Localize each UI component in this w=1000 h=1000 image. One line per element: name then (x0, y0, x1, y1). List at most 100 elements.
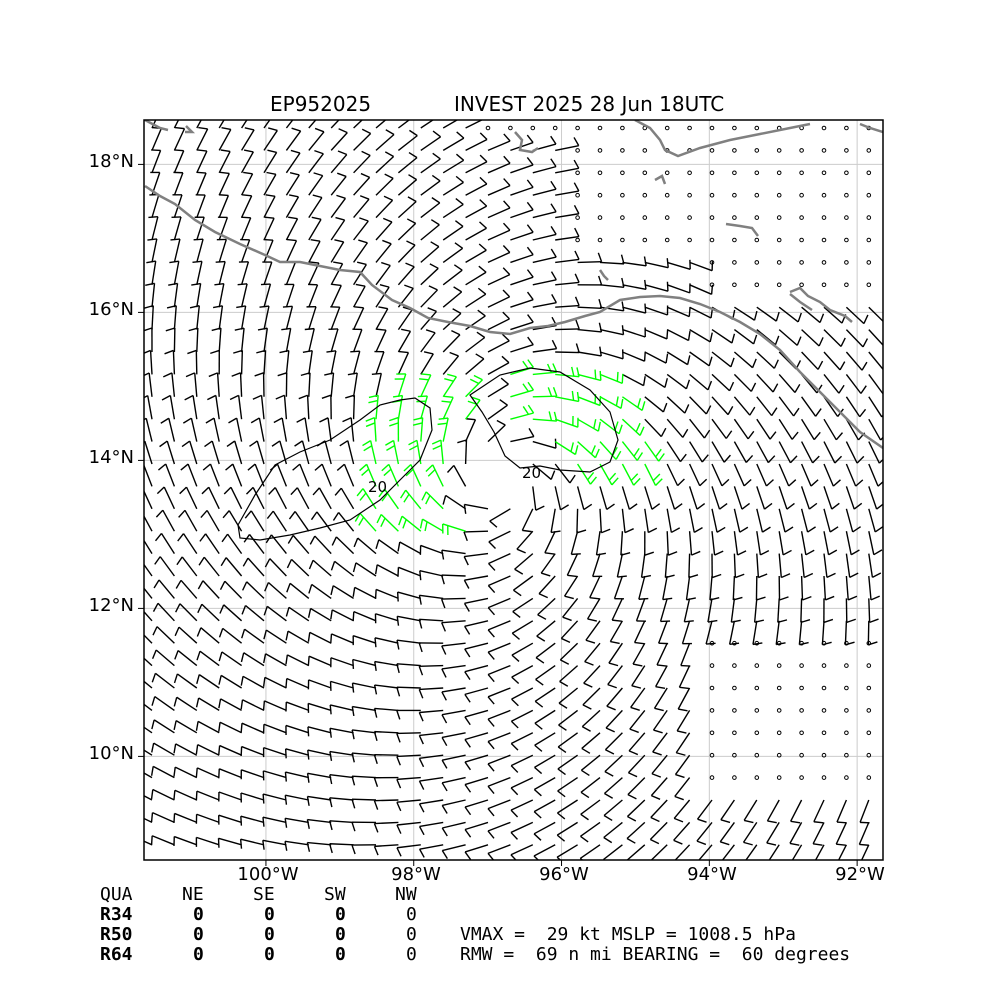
wind-barb (218, 149, 231, 174)
wind-barb (329, 704, 354, 715)
wind-barb (152, 626, 175, 644)
wind-barb (375, 195, 394, 219)
wind-barb (465, 132, 488, 152)
calm-marker (709, 685, 715, 691)
calm-marker (709, 730, 715, 736)
wind-barb (292, 463, 310, 487)
wind-barb (581, 709, 601, 732)
wind-barb (595, 531, 607, 556)
wind-barb (589, 575, 601, 600)
wind-barb (173, 171, 184, 196)
wind-barb (217, 837, 242, 848)
calm-marker (732, 775, 737, 780)
calm-marker (866, 775, 872, 780)
wind-barb (859, 799, 870, 824)
wind-barb (151, 696, 175, 711)
wind-barb (576, 486, 593, 511)
wind-barb (605, 709, 623, 733)
wind-barb (211, 327, 222, 353)
wind-barb-high (419, 518, 444, 532)
wind-barb (464, 754, 489, 771)
wind-barb (262, 793, 287, 804)
wind-barb (778, 486, 795, 510)
wind-barb (196, 674, 220, 689)
wind-barb (555, 319, 580, 331)
wind-barb-high (412, 416, 424, 442)
wind-barb (608, 642, 623, 667)
calm-marker (799, 663, 804, 668)
wind-barb (868, 396, 883, 418)
wind-barb (287, 534, 310, 555)
wind-barb (218, 768, 242, 779)
calm-marker (732, 730, 737, 736)
wind-barb (868, 329, 883, 347)
calm-marker (620, 125, 625, 131)
wind-barb (374, 588, 399, 600)
qua-row-r64-label: R64 (100, 944, 133, 965)
wind-barb (284, 817, 309, 828)
wind-barb (262, 261, 273, 286)
wind-barb (464, 844, 489, 860)
wind-barb (418, 594, 444, 605)
wind-barb (312, 487, 332, 510)
wind-barb (418, 844, 444, 858)
wind-barb (487, 709, 511, 727)
high-wind-barbs (354, 359, 665, 536)
wind-barb (277, 372, 288, 397)
wind-barb (241, 120, 248, 129)
wind-barb-high (419, 373, 432, 398)
wind-barb (638, 575, 649, 600)
lon-label-100w: 100°W (237, 864, 299, 885)
wind-barb (621, 486, 638, 510)
wind-barb (510, 201, 534, 219)
wind-barb (734, 306, 758, 321)
wind-barb (193, 238, 204, 263)
wind-barb (375, 129, 395, 151)
wind-barb (331, 536, 355, 555)
calm-marker (799, 685, 804, 691)
wind-barb (656, 642, 668, 667)
qua-row-r64-se: 0 (264, 944, 275, 965)
calm-marker (776, 708, 782, 713)
wind-barb (151, 742, 175, 756)
qua-row-r64-nw: 0 (406, 944, 417, 965)
wind-barb (823, 463, 841, 487)
lon-label-92w: 92°W (835, 864, 885, 885)
calm-marker (664, 170, 670, 176)
wind-barb (254, 372, 265, 397)
wind-barb (353, 239, 368, 263)
wind-barb (644, 486, 661, 510)
wind-barb (626, 821, 646, 844)
wind-barb (308, 127, 325, 151)
wind-barb (304, 327, 315, 353)
wind-barb (191, 282, 202, 308)
wind-barb (374, 637, 399, 648)
wind-barb (555, 137, 580, 152)
wind-barb (778, 575, 789, 601)
wind-barb (263, 171, 277, 196)
wind-barb (306, 795, 332, 806)
calm-marker (821, 170, 827, 176)
wind-barb (440, 597, 466, 609)
wind-barb (314, 463, 332, 487)
calm-marker (732, 170, 737, 176)
coastline-mexico-pacific (144, 184, 883, 450)
wind-barb (814, 844, 825, 860)
calm-marker (485, 125, 491, 131)
wind-barb (155, 509, 176, 532)
wind-barb (583, 665, 601, 688)
wind-barb (599, 301, 625, 312)
wind-barb (532, 225, 557, 241)
wind-barb (252, 394, 265, 420)
wind-barb (868, 463, 883, 487)
wind-barb (868, 553, 882, 578)
calm-marker (799, 192, 804, 198)
wind-barb (622, 373, 646, 387)
calm-marker (732, 282, 737, 288)
calm-marker (821, 752, 827, 758)
wind-barb (510, 291, 534, 308)
wind-barb (352, 283, 366, 308)
wind-barb (241, 628, 265, 644)
qua-row-r34-sw: 0 (335, 904, 346, 925)
wind-barb (152, 602, 175, 622)
